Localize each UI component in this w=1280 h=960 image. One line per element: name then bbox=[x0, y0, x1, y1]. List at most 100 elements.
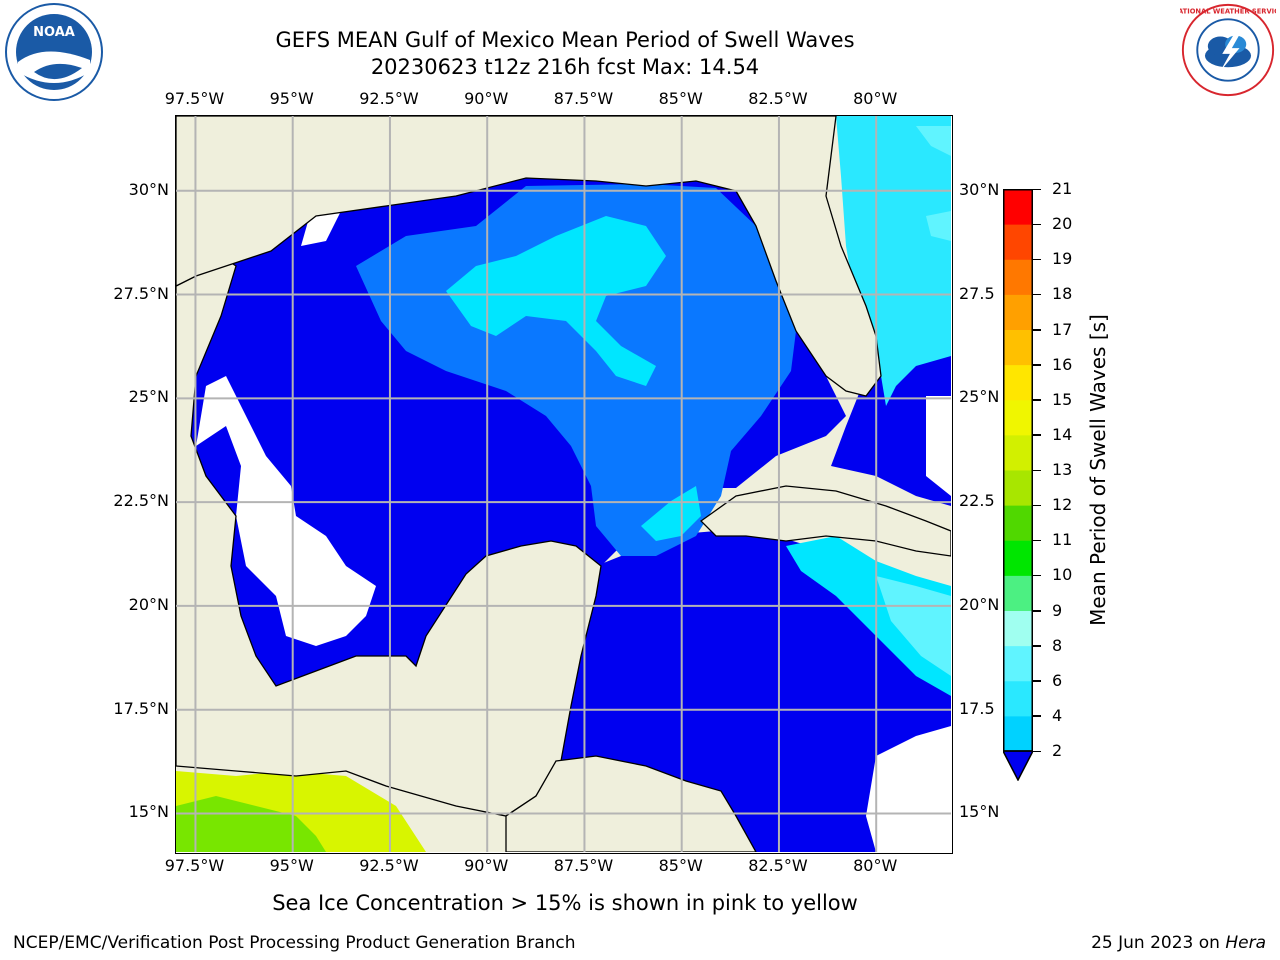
colorbar-segment-6 bbox=[1003, 505, 1033, 541]
colorbar-label: Mean Period of Swell Waves [s] bbox=[1086, 314, 1110, 626]
colorbar-tick-label-16: 21 bbox=[1052, 179, 1073, 198]
lat-tick-left-4: 20°N bbox=[128, 594, 169, 614]
lat-tick-right-5: 17.5 bbox=[959, 698, 995, 718]
colorbar-tick-label-3: 8 bbox=[1052, 635, 1063, 655]
lon-tick-bottom-7: 80°W bbox=[853, 856, 898, 875]
land-us-south bbox=[176, 116, 882, 397]
colorbar bbox=[1003, 189, 1033, 781]
colorbar-segment-3 bbox=[1003, 610, 1033, 647]
lon-tick-bottom-5: 85°W bbox=[658, 856, 703, 875]
colorbar-segment-14 bbox=[1003, 224, 1033, 260]
colorbar-tickmark-6 bbox=[1033, 539, 1041, 542]
colorbar-tickmark-11 bbox=[1033, 364, 1041, 366]
lon-tick-bottom-6: 82.5°W bbox=[748, 856, 808, 875]
colorbar-segment-7 bbox=[1003, 470, 1033, 506]
colorbar-tickmark-9 bbox=[1033, 434, 1041, 436]
chart-title: GEFS MEAN Gulf of Mexico Mean Period of … bbox=[275, 28, 855, 52]
lat-tick-right-1: 27.5 bbox=[959, 283, 995, 303]
colorbar-tickmark-15 bbox=[1033, 223, 1041, 226]
colorbar-segment-0 bbox=[1003, 715, 1033, 752]
colorbar-tick-label-13: 18 bbox=[1052, 284, 1073, 304]
lat-tick-right-4: 20°N bbox=[959, 594, 1000, 614]
lon-tick-bottom-3: 90°W bbox=[464, 856, 509, 875]
noaa-logo: NOAA bbox=[5, 3, 103, 101]
colorbar-tick-label-7: 12 bbox=[1052, 495, 1073, 515]
colorbar-segment-5 bbox=[1003, 540, 1033, 576]
colorbar-tick-label-1: 4 bbox=[1052, 705, 1063, 725]
land-central-america bbox=[505, 755, 758, 853]
colorbar-tickmark-14 bbox=[1033, 258, 1041, 261]
nws-logo: NATIONAL WEATHER SERVICE bbox=[1180, 3, 1276, 97]
colorbar-extend-below bbox=[1003, 750, 1033, 781]
swell-region-atlantic-lightcyan bbox=[916, 126, 951, 241]
colorbar-tick-label-8: 13 bbox=[1052, 460, 1073, 479]
lon-tick-bottom-1: 95°W bbox=[269, 856, 314, 875]
lat-tick-left-0: 30°N bbox=[128, 179, 169, 199]
lat-tick-right-2: 25°N bbox=[959, 387, 1000, 407]
colorbar-segment-11 bbox=[1003, 329, 1033, 366]
credit-date-text: 25 Jun 2023 on bbox=[1091, 933, 1226, 953]
colorbar-segment-8 bbox=[1003, 434, 1033, 471]
lon-tick-top-6: 82.5°W bbox=[748, 89, 808, 108]
lon-tick-bottom-4: 87.5°W bbox=[553, 856, 614, 875]
map-panel bbox=[175, 115, 953, 854]
colorbar-tick-label-0: 2 bbox=[1052, 741, 1063, 760]
swell-region-caribbean-cyan bbox=[786, 536, 951, 696]
colorbar-tickmark-10 bbox=[1033, 399, 1041, 401]
colorbar-segment-10 bbox=[1003, 364, 1033, 401]
lat-tick-left-5: 17.5°N bbox=[113, 698, 169, 718]
credit-organization: NCEP/EMC/Verification Post Processing Pr… bbox=[13, 933, 576, 953]
colorbar-tick-label-12: 17 bbox=[1052, 319, 1073, 339]
colorbar-tick-label-6: 11 bbox=[1052, 530, 1073, 550]
colorbar-tick-label-2: 6 bbox=[1052, 670, 1063, 690]
colorbar-tickmark-3 bbox=[1033, 645, 1041, 647]
swell-region-gulf-cyan bbox=[446, 216, 666, 386]
colorbar-segment-13 bbox=[1003, 259, 1033, 295]
colorbar-tick-label-4: 9 bbox=[1052, 600, 1063, 620]
lat-tick-left-1: 27.5°N bbox=[113, 283, 169, 303]
nodata-west-gulf bbox=[196, 376, 376, 646]
colorbar-tickmark-1 bbox=[1033, 715, 1041, 717]
swell-region-pacific-green bbox=[176, 796, 326, 852]
lon-tick-top-5: 85°W bbox=[658, 89, 703, 108]
colorbar-tick-label-9: 14 bbox=[1052, 424, 1073, 444]
nodata-caribbean-east bbox=[866, 726, 951, 852]
colorbar-tickmark-0 bbox=[1033, 750, 1041, 752]
colorbar-segment-12 bbox=[1003, 294, 1033, 330]
colorbar-tickmark-16 bbox=[1033, 188, 1041, 190]
lat-tick-right-3: 22.5 bbox=[959, 491, 995, 511]
colorbar-tickmark-12 bbox=[1033, 329, 1041, 331]
colorbar-frame bbox=[1003, 189, 1033, 752]
lon-tick-top-4: 87.5°W bbox=[553, 89, 614, 108]
colorbar-tick-label-15: 20 bbox=[1052, 214, 1073, 234]
lon-tick-bottom-2: 92.5°W bbox=[359, 856, 419, 875]
colorbar-tickmark-13 bbox=[1033, 293, 1041, 296]
lat-tick-left-2: 25°N bbox=[128, 387, 169, 407]
colorbar-tick-label-10: 15 bbox=[1052, 389, 1073, 409]
colorbar-tickmark-5 bbox=[1033, 574, 1041, 577]
colorbar-segment-4 bbox=[1003, 575, 1033, 611]
colorbar-segment-2 bbox=[1003, 645, 1033, 682]
gridlines bbox=[176, 116, 952, 853]
chart-subtitle: 20230623 t12z 216h fcst Max: 14.54 bbox=[370, 55, 760, 79]
lon-tick-top-7: 80°W bbox=[853, 89, 898, 108]
colorbar-tick-label-5: 10 bbox=[1052, 565, 1073, 585]
colorbar-tickmark-8 bbox=[1033, 469, 1041, 471]
colorbar-tick-label-11: 16 bbox=[1052, 354, 1073, 374]
colorbar-tick-label-14: 19 bbox=[1052, 249, 1073, 269]
lat-tick-left-3: 22.5°N bbox=[113, 491, 169, 511]
colorbar-segment-1 bbox=[1003, 680, 1033, 717]
lat-tick-left-6: 15°N bbox=[128, 802, 169, 822]
noaa-logo-text: NOAA bbox=[33, 25, 75, 40]
lon-tick-top-1: 95°W bbox=[269, 89, 314, 108]
colorbar-tickmark-7 bbox=[1033, 504, 1041, 507]
colorbar-tickmark-2 bbox=[1033, 680, 1041, 682]
map-svg bbox=[176, 116, 952, 853]
nws-logo-text: NATIONAL WEATHER SERVICE bbox=[1180, 8, 1276, 16]
lat-tick-right-6: 15°N bbox=[959, 802, 1000, 822]
nodata-atlantic-east bbox=[926, 396, 951, 496]
lon-tick-top-2: 92.5°W bbox=[359, 89, 419, 108]
credit-machine: Hera bbox=[1225, 933, 1266, 953]
lon-tick-top-0: 97.5°W bbox=[164, 89, 225, 108]
colorbar-tickmark-4 bbox=[1033, 610, 1041, 612]
